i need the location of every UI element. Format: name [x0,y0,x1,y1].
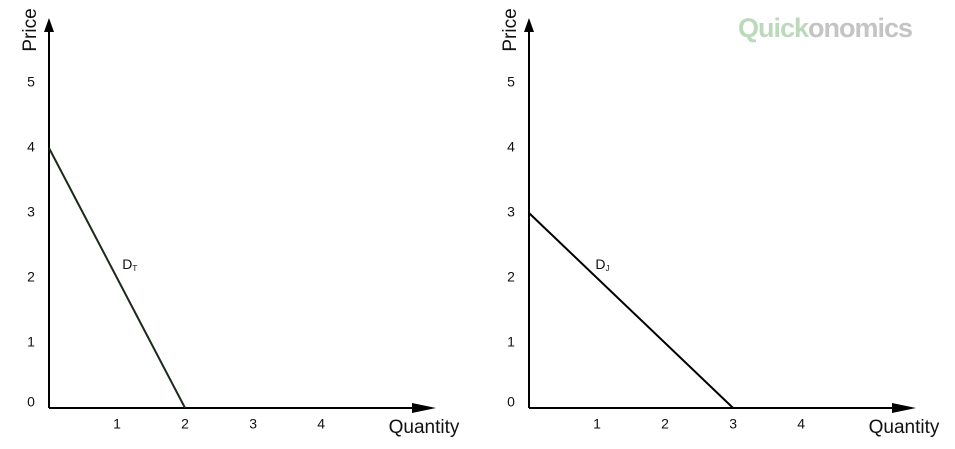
y-tick-label: 3 [27,204,35,220]
x-tick-label: 2 [661,416,669,432]
y-tick-label: 3 [507,204,515,220]
line-label-sub: T [132,264,137,273]
demand-line [528,212,734,409]
line-label-sub: J [606,264,610,273]
y-tick-label: 0 [27,394,35,410]
y-tick-label: 1 [507,334,515,350]
line-label-main: D [122,256,132,272]
y-tick-label: 4 [27,139,35,155]
x-axis-arrow [892,403,916,413]
x-axis-title: Quantity [869,417,940,438]
y-tick-label: 2 [27,269,35,285]
line-label: DJ [595,256,609,273]
chart: Price Quantity 0 1 2 3 4 5 1 2 3 4 DT [20,8,460,438]
y-axis-title: Price [500,8,521,51]
brand-part: onomics [808,13,912,43]
x-tick-label: 1 [593,416,601,432]
y-tick-label: 5 [27,74,35,90]
x-axis-arrow [412,403,436,413]
x-tick-label: 2 [181,416,189,432]
y-tick-label: 2 [507,269,515,285]
x-tick-label: 3 [249,416,257,432]
x-tick-label: 4 [317,416,325,432]
x-axis-title: Quantity [389,417,460,438]
y-axis-arrow [44,18,54,32]
y-tick-label: 1 [27,334,35,350]
chart: Price Quantity 0 1 2 3 4 5 1 2 3 4 DJ [500,8,940,438]
line-label-main: D [595,256,605,272]
y-axis-title: Price [20,8,41,51]
x-tick-label: 4 [797,416,805,432]
brand: Quickonomics [738,13,912,43]
y-tick-label: 4 [507,139,515,155]
y-tick-label: 5 [507,74,515,90]
x-tick-label: 3 [729,416,737,432]
x-tick-label: 1 [113,416,121,432]
y-axis-arrow [524,18,534,32]
y-tick-label: 0 [507,394,515,410]
line-label: DT [122,256,137,273]
demand-line [48,147,186,409]
brand-part: Quick [738,13,810,43]
